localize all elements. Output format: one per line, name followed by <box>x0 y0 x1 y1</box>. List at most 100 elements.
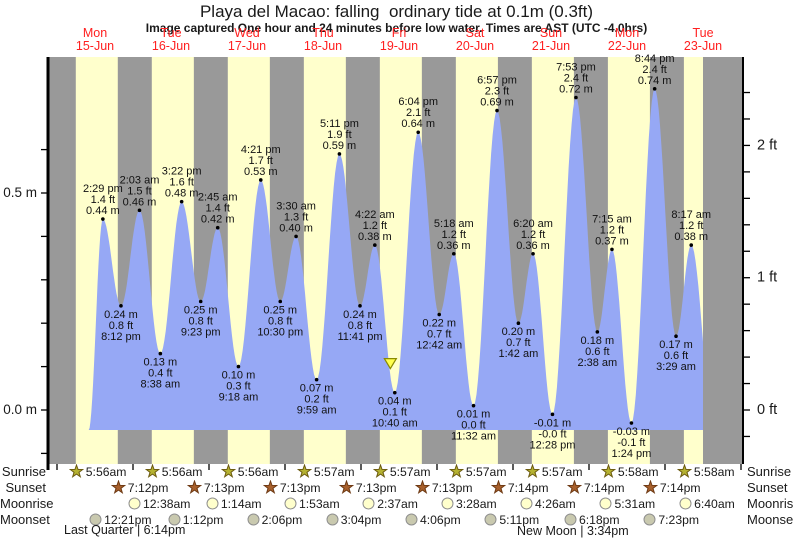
sunset-row-label-left: Sunset <box>5 480 46 495</box>
moonrise-circle-icon <box>284 497 297 510</box>
sunset-star-icon <box>642 480 658 495</box>
high-tide-dot <box>337 152 342 156</box>
sunset-star-icon <box>490 480 506 495</box>
day-header-tue-16-Jun: Tue 16-Jun <box>133 27 209 53</box>
sunset-time: 7:14pm <box>507 480 549 495</box>
moonset-time: 12:21pm <box>104 512 152 527</box>
low-tide-label: 0.25 m 0.8 ft 9:23 pm <box>181 305 221 339</box>
moonset-time: 7:23pm <box>658 512 700 527</box>
moonset-circle-icon <box>405 513 418 526</box>
low-tide-label: 0.04 m 0.1 ft 10:40 am <box>372 396 418 430</box>
high-tide-label: 2:03 am 1.5 ft 0.46 m <box>120 174 160 208</box>
low-tide-label: 0.20 m 0.7 ft 1:42 am <box>499 326 539 360</box>
low-tide-dot <box>437 312 442 317</box>
sunset-time: 7:12pm <box>127 480 169 495</box>
sunrise-time: 5:58am <box>617 464 659 479</box>
moonrise-time: 2:37am <box>377 496 418 511</box>
moonrise-item: 1:53am <box>284 496 340 511</box>
moonrise-circle-icon <box>520 497 533 510</box>
moonset-item: 4:06pm <box>405 512 461 527</box>
day-date: 22-Jun <box>607 39 647 53</box>
day-name: Sun <box>539 26 563 40</box>
moonset-circle-icon <box>168 513 181 526</box>
day-header-wed-17-Jun: Wed 17-Jun <box>209 27 285 53</box>
moonset-circle-icon <box>564 513 577 526</box>
sunset-star-icon <box>110 480 126 495</box>
day-date: 20-Jun <box>455 39 495 53</box>
sunset-item: 7:13pm <box>186 480 245 495</box>
sunrise-star-icon <box>676 464 692 479</box>
sunset-item: 7:13pm <box>414 480 473 495</box>
sunset-item: 7:13pm <box>338 480 397 495</box>
page-subtitle: Image captured One hour and 24 minutes b… <box>145 21 648 35</box>
moonset-time: 3:04pm <box>340 512 382 527</box>
sunrise-time: 5:56am <box>161 464 203 479</box>
low-tide-label: 0.01 m 0.0 ft 11:32 am <box>451 409 496 443</box>
day-header-sat-20-Jun: Sat 20-Jun <box>437 27 513 53</box>
high-tide-label: 8:17 am 1.2 ft 0.38 m <box>671 209 711 243</box>
sunrise-star-icon <box>296 464 312 479</box>
sunrise-row-label-right: Sunrise <box>747 464 792 479</box>
left-axis-label: 0.0 m <box>3 402 37 417</box>
sunrise-item: 5:56am <box>68 464 126 479</box>
day-date: 21-Jun <box>531 39 571 53</box>
low-tide-dot <box>119 304 123 308</box>
low-tide-label: 0.22 m 0.7 ft 12:42 am <box>416 318 462 352</box>
low-tide-label: 0.18 m 0.6 ft 2:38 am <box>577 335 617 369</box>
high-tide-dot <box>531 251 535 256</box>
sunset-star-icon <box>262 480 278 495</box>
high-tide-dot <box>416 130 421 135</box>
day-header-mon-22-Jun: Mon 22-Jun <box>589 27 665 53</box>
moonrise-time: 3:28am <box>455 496 497 511</box>
low-tide-dot <box>236 364 241 369</box>
page-title: Playa del Macao: falling ordinary tide a… <box>199 2 594 21</box>
current-tide-marker-icon <box>383 358 398 370</box>
sunrise-time: 5:57am <box>313 464 355 479</box>
day-date: 23-Jun <box>683 39 723 53</box>
low-tide-label: -0.01 m -0.0 ft 12:28 pm <box>530 417 576 451</box>
high-tide-label: 4:22 am 1.2 ft 0.38 m <box>355 209 395 243</box>
high-tide-label: 2:45 am 1.4 ft 0.42 m <box>198 192 238 226</box>
high-tide-dot <box>373 243 377 247</box>
sunset-time: 7:14pm <box>659 480 701 495</box>
moonset-item: 6:18pm <box>564 512 620 527</box>
sunrise-time: 5:58am <box>693 464 735 479</box>
sunset-time: 7:13pm <box>203 480 245 495</box>
sunrise-star-icon <box>600 464 616 479</box>
day-header-thu-18-Jun: Thu 18-Jun <box>285 27 361 53</box>
no-data-band <box>703 57 743 464</box>
low-tide-label: 0.13 m 0.4 ft 8:38 am <box>140 357 180 391</box>
right-axis-label: 2 ft <box>757 137 777 153</box>
sunrise-star-icon <box>372 464 388 479</box>
tide-area <box>88 88 703 431</box>
moonrise-item: 1:14am <box>206 496 262 511</box>
moonset-time: 2:06pm <box>261 512 303 527</box>
day-date: 19-Jun <box>379 39 419 53</box>
sunrise-time: 5:57am <box>541 464 583 479</box>
moon-phase-new-moon: New Moon | 3:34pm <box>517 524 629 538</box>
sunset-star-icon <box>338 480 354 495</box>
day-name: Mon <box>82 26 108 40</box>
low-tide-dot <box>629 421 634 425</box>
sunrise-row-label-left: Sunrise <box>1 464 46 479</box>
moonrise-circle-icon <box>441 497 454 510</box>
moonset-row-label-right: Moonset <box>747 512 793 527</box>
high-tide-label: 6:57 pm 2.3 ft 0.69 m <box>477 75 517 109</box>
high-tide-dot <box>137 208 142 213</box>
high-tide-dot <box>101 217 105 221</box>
high-tide-label: 3:30 am 1.3 ft 0.40 m <box>276 200 316 234</box>
low-tide-dot <box>550 412 555 417</box>
day-header-fri-19-Jun: Fri 19-Jun <box>361 27 437 53</box>
sunrise-star-icon <box>220 464 236 479</box>
moonset-time: 5:11pm <box>499 512 540 527</box>
moonrise-time: 12:38am <box>143 496 191 511</box>
day-name: Tue <box>160 26 182 40</box>
high-tide-label: 3:22 pm 1.6 ft 0.48 m <box>162 166 202 200</box>
high-tide-label: 6:20 am 1.2 ft 0.36 m <box>513 218 553 252</box>
high-tide-dot <box>294 234 298 239</box>
sunset-star-icon <box>414 480 430 495</box>
day-name: Wed <box>234 26 260 40</box>
day-name: Mon <box>614 26 640 40</box>
low-tide-label: 0.25 m 0.8 ft 10:30 pm <box>257 305 303 339</box>
day-header-mon-15-Jun: Mon 15-Jun <box>57 27 133 53</box>
